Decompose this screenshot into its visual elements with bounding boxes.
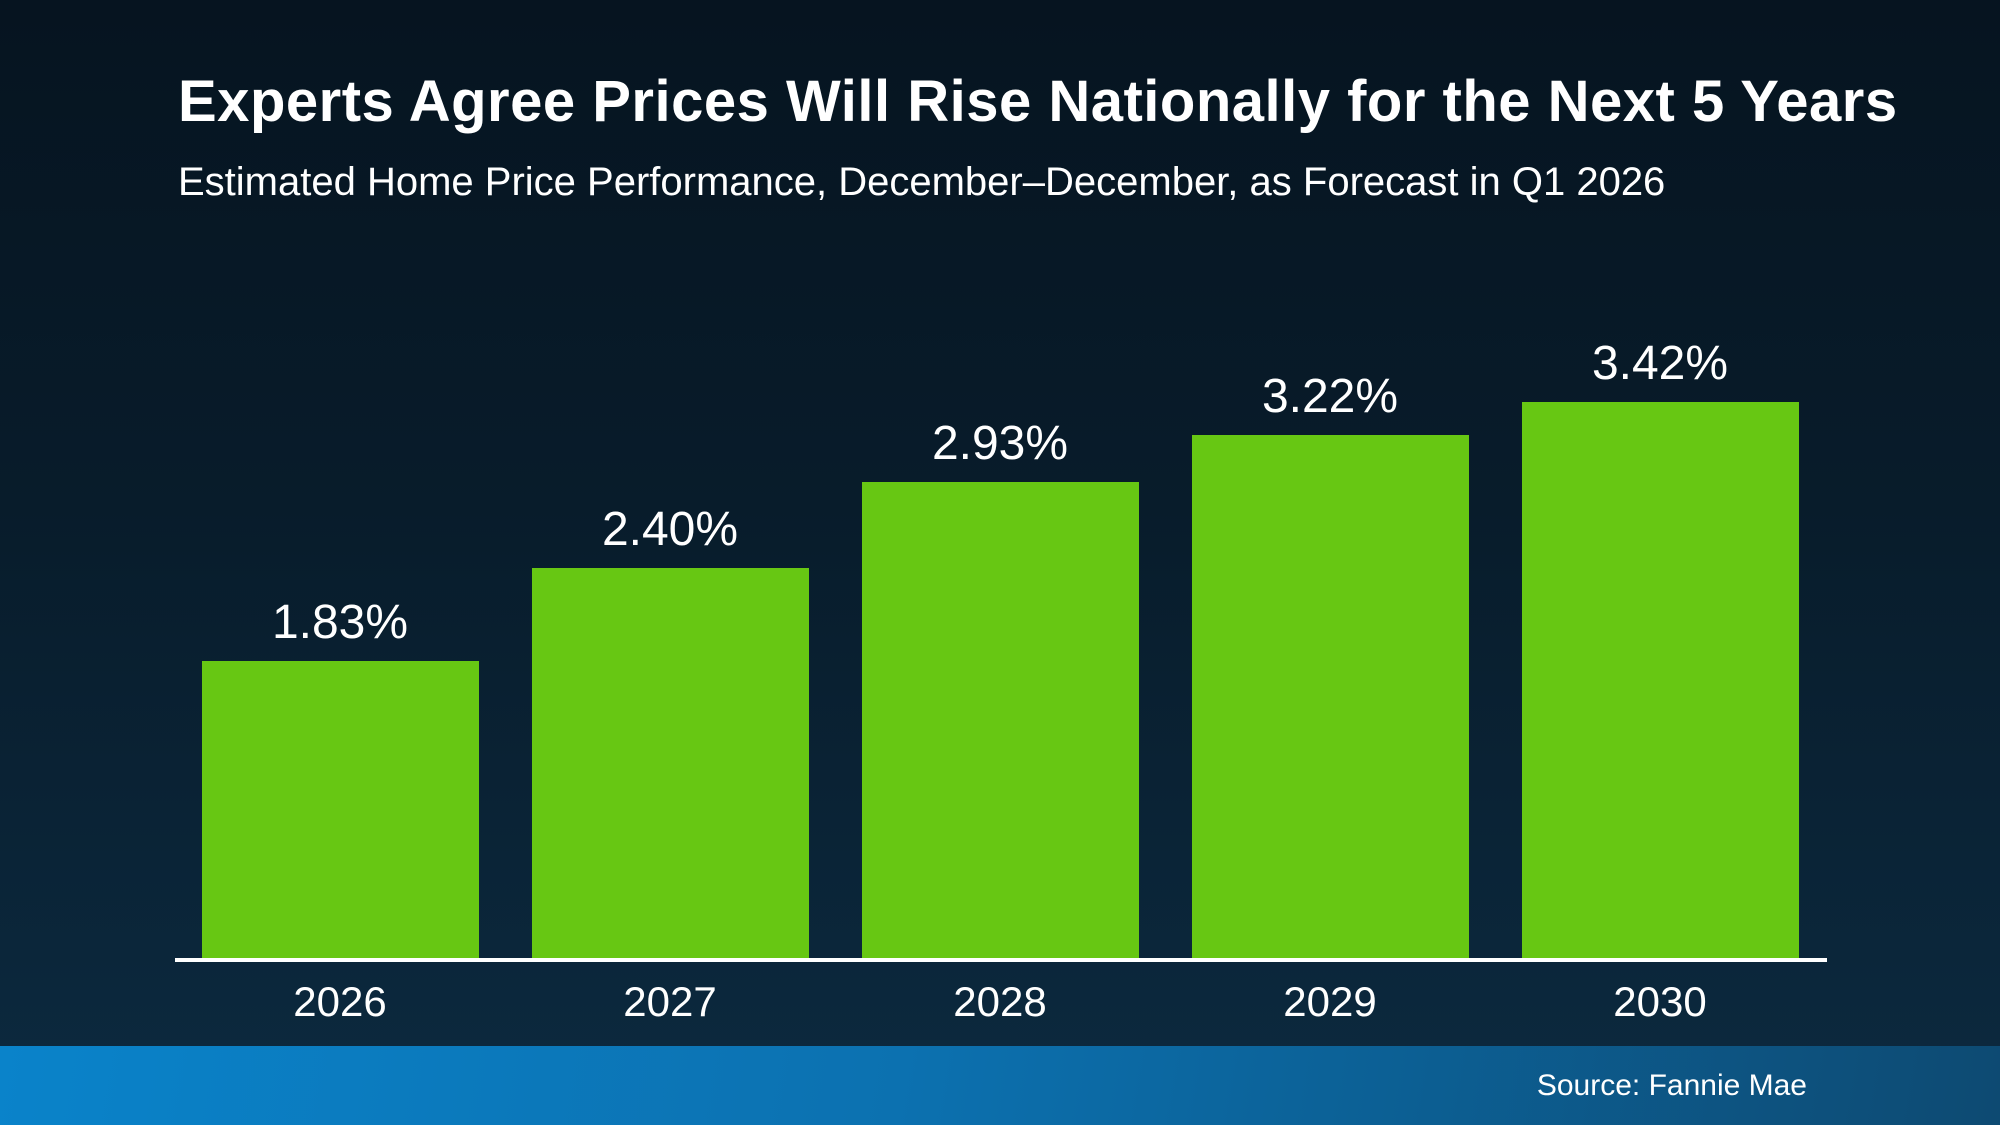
x-axis-label: 2026 [293,978,387,1025]
bar [1191,435,1469,960]
bar-value-label: 3.42% [1591,337,1729,390]
bar-value-label: 3.22% [1261,370,1399,423]
chart-subtitle: Estimated Home Price Performance, Decemb… [178,160,1666,204]
x-axis-label: 2029 [1283,978,1377,1025]
bar [861,482,1139,960]
bar-value-label: 2.93% [931,417,1069,470]
x-axis-line [175,958,1827,962]
x-axis-label: 2030 [1613,978,1707,1025]
bar-chart: 1.83% 2.40% 2.93% 3.22% 3.42% [175,260,1825,960]
bar-value-label: 2.40% [601,503,739,556]
bar [1521,402,1799,960]
x-axis-labels: 2026 2027 2028 2029 2030 [175,978,1825,1026]
bar-group: 2.40% [505,506,835,960]
footer-band: Source: Fannie Mae [0,1046,2000,1125]
bar-group: 3.42% [1495,340,1825,960]
x-axis-label: 2027 [623,978,717,1025]
bar-group: 1.83% [175,599,505,960]
bar-value-label: 1.83% [271,596,409,649]
x-axis-label: 2028 [953,978,1047,1025]
bar-group: 2.93% [835,420,1165,960]
source-credit: Source: Fannie Mae [1536,1068,1807,1102]
bar-group: 3.22% [1165,373,1495,960]
chart-title: Experts Agree Prices Will Rise Nationall… [178,69,1898,134]
bar [201,661,479,960]
bar [531,568,809,960]
